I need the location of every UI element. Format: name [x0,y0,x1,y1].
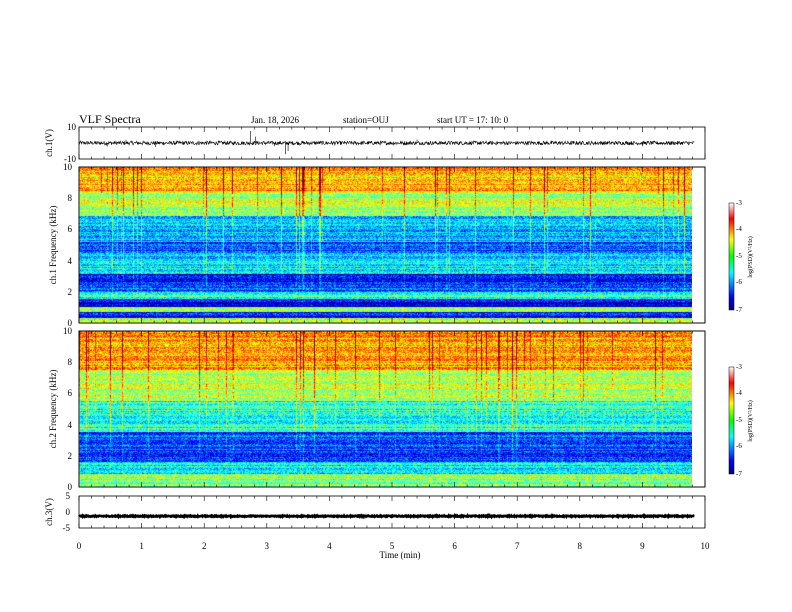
ch2-spectrogram-image [79,331,692,487]
ch2-colorbar-tick-m6: -6 [736,442,742,450]
ch1-spectrogram-ytick-2: 2 [68,287,73,297]
ch2-spectrogram-ytick-4: 4 [68,420,73,430]
ch3-waveform-panel: 5 0 -5 ch.3(V) 0 1 2 3 4 5 6 7 8 9 10 Ti… [44,491,710,560]
ch2-colorbar-tick-m5: -5 [736,416,742,424]
ch1-waveform-ylabel: ch.1(V) [44,129,54,157]
ch1-spectrogram-image [79,167,692,323]
ch1-colorbar-tick-m7: -7 [736,306,742,314]
ch3-waveform-ytick-bottom: -5 [63,523,71,533]
xtick-4: 4 [327,541,332,551]
ch2-spectrogram-ytick-8: 8 [68,357,73,367]
ch1-colorbar-tick-m5: -5 [736,252,742,260]
ch1-waveform-ticks [78,127,706,159]
xtick-10: 10 [701,541,711,551]
ticks1-marks [78,127,706,159]
xtick-8: 8 [578,541,583,551]
xtick-7: 7 [515,541,520,551]
ticks3-marks [78,331,706,487]
xtick-5: 5 [390,541,395,551]
ch1-spectrogram-ylabel: ch.1 Frequency (kHz) [48,206,58,285]
ch1-spectrogram-ytick-10: 10 [63,162,73,172]
ch1-spectrogram-panel: 0 2 4 6 8 10 ch.1 Frequency (kHz) -3 -4 … [48,162,754,328]
ch1-spectrogram-ytick-8: 8 [68,193,73,203]
ch1-spectrogram-ytick-4: 4 [68,256,73,266]
xtick-0: 0 [77,541,82,551]
ch1-spectrogram-ytick-6: 6 [68,224,73,234]
ch2-colorbar-tick-m4: -4 [736,389,742,397]
ch1-spectrogram-ticks [78,167,706,323]
figure-title: VLF Spectra [79,112,141,126]
ch1-waveform-panel: 10 -10 ch.1(V) [44,122,706,164]
x-axis-label: Time (min) [380,550,421,560]
ch1-waveform-ytick-top: 10 [67,122,77,132]
ch2-colorbar [728,366,735,475]
ticks4-marks [78,496,706,528]
ch2-spectrogram-ytick-2: 2 [68,451,73,461]
station-label: station=OUJ [343,115,389,125]
xtick-9: 9 [640,541,645,551]
ch2-spectrogram-ytick-10: 10 [63,326,73,336]
start-ut-label: start UT = 17: 10: 0 [437,115,509,125]
ch2-spectrogram-panel: 0 2 4 6 8 10 ch.2 Frequency (kHz) -3 -4 … [48,326,754,492]
ch1-waveform-ytick-bottom: -10 [64,154,76,164]
ch2-colorbar-tick-m7: -7 [736,470,742,478]
ch2-colorbar-label: log(PSD)(V²/Hz) [747,400,754,441]
ch1-colorbar-tick-m3: -3 [736,199,742,207]
date-label: Jan. 18, 2026 [251,115,299,125]
ch3-waveform-ytick-mid: 0 [66,507,71,517]
ch1-colorbar-tick-m4: -4 [736,225,742,233]
ch2-spectrogram-ylabel: ch.2 Frequency (kHz) [48,370,58,449]
ch1-waveform-line [78,131,695,155]
ticks2-marks [78,167,706,323]
ch3-waveform-frame [78,495,706,529]
ch2-spectrogram-ytick-6: 6 [68,388,73,398]
ch3-waveform-ticks [78,496,706,528]
xtick-2: 2 [202,541,207,551]
x-axis-tick-labels: 0 1 2 3 4 5 6 7 8 9 10 [77,541,710,551]
xtick-3: 3 [265,541,270,551]
ch2-spectrogram-ytick-0: 0 [68,482,73,492]
ch3-waveform-ytick-top: 5 [66,491,71,501]
ch1-spectrogram-ytick-0: 0 [68,318,73,328]
ch1-colorbar-tick-m6: -6 [736,278,742,286]
xtick-1: 1 [139,541,144,551]
ch2-colorbar-tick-m3: -3 [736,363,742,371]
ch1-colorbar [728,202,735,311]
xtick-6: 6 [452,541,457,551]
ch1-colorbar-label: log(PSD)(V²/Hz) [747,236,754,277]
ch2-spectrogram-ticks [78,331,706,487]
ch3-waveform-line [78,512,695,520]
ch3-waveform-ylabel: ch.3(V) [44,498,54,526]
